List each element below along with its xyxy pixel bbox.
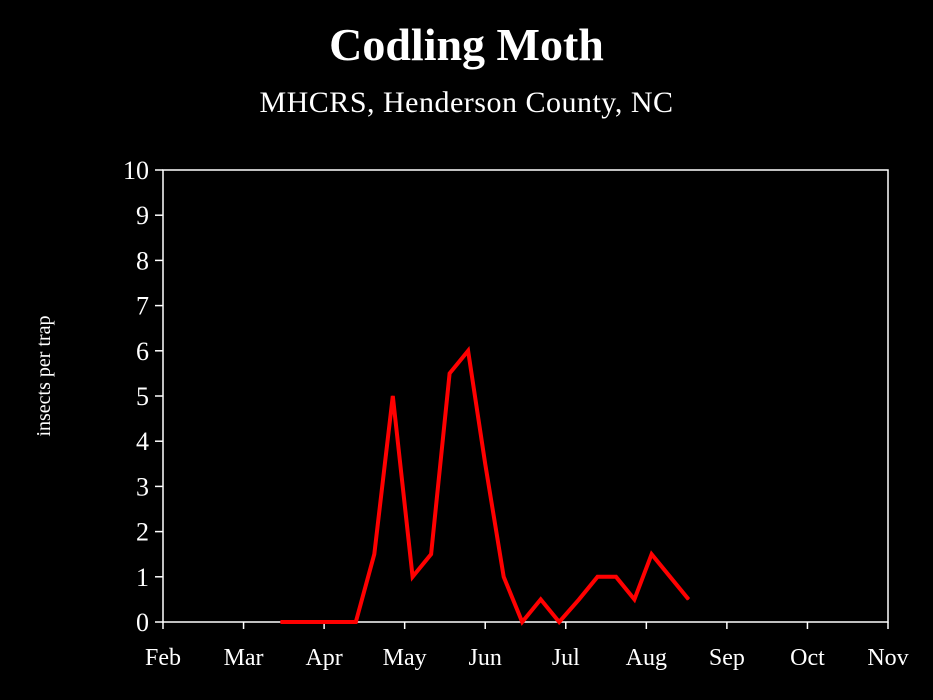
series-layer [280,346,691,626]
x-tick-label: Apr [305,645,342,671]
x-axis-ticks: Feb Mar Apr May Jun Jul Aug Sep Oct Nov [145,622,909,671]
x-tick-label: Aug [626,645,667,671]
data-point [298,621,300,623]
data-point [449,372,451,374]
data-point [633,598,635,600]
y-tick-label: 10 [123,156,149,185]
data-point [669,576,671,578]
data-point [540,598,542,600]
data-point [467,350,469,352]
series-line [280,346,691,626]
data-point [392,395,394,397]
y-tick-label: 8 [136,246,149,275]
data-point [597,576,598,578]
x-tick-label: May [383,645,427,671]
data-point [336,621,338,623]
data-point [578,598,580,600]
y-tick-label: 5 [136,382,149,411]
y-tick-label: 6 [136,337,149,366]
y-tick-label: 0 [136,608,149,637]
y-tick-label: 9 [136,201,149,230]
y-tick-label: 7 [136,292,149,321]
data-point [615,576,617,578]
plot-frame [162,169,889,623]
chart-subtitle: MHCRS, Henderson County, NC [259,86,674,119]
chart-title: Codling Moth [329,19,604,70]
x-tick-label: Jun [469,645,502,671]
data-point [430,553,432,555]
y-tick-label: 2 [136,518,149,547]
data-point [280,621,281,623]
y-axis-ticks: 0 1 2 3 4 5 6 7 8 9 10 [123,156,163,637]
y-tick-label: 1 [136,563,149,592]
data-point [521,621,523,623]
data-point [317,621,318,623]
data-point [503,576,505,578]
x-tick-label: Sep [709,645,745,671]
y-tick-label: 4 [136,427,149,456]
x-tick-label: Feb [145,645,181,671]
x-tick-label: Oct [790,645,825,671]
data-point [651,553,653,555]
y-axis-label: insects per trap [33,315,55,436]
data-point [412,576,414,578]
data-point [484,463,486,465]
data-point [688,598,690,600]
y-tick-label: 3 [136,472,149,501]
data-point [355,621,357,623]
data-point [373,553,375,555]
x-tick-label: Nov [867,645,908,671]
data-point [558,621,560,623]
x-tick-label: Mar [224,645,264,671]
x-tick-label: Jul [552,645,580,671]
